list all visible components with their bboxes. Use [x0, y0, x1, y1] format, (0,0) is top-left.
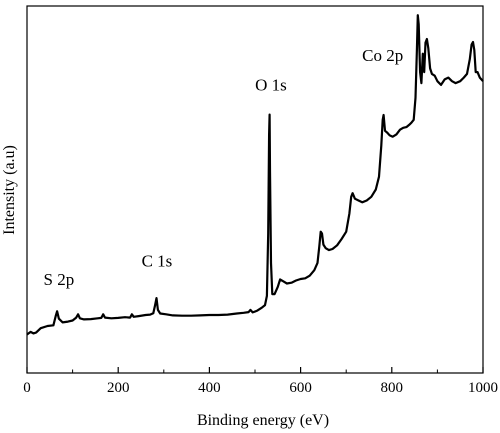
x-tick-label: 800	[381, 380, 404, 396]
peak-label: Co 2p	[362, 46, 403, 65]
peak-label: S 2p	[44, 270, 75, 289]
x-tick-label: 0	[23, 380, 31, 396]
x-axis-title: Binding energy (eV)	[197, 412, 329, 429]
spectrum-line	[26, 14, 484, 336]
peak-label: C 1s	[142, 252, 173, 271]
y-axis-title: Intensity (a.u)	[1, 145, 18, 235]
x-axis: 0 200 400 600 800 1000	[23, 367, 498, 396]
peak-label: O 1s	[255, 75, 287, 94]
x-tick-label: 200	[107, 380, 130, 396]
x-tick-label: 1000	[468, 380, 498, 396]
series-layer	[26, 14, 484, 336]
x-tick-label: 400	[198, 380, 221, 396]
x-tick-label: 600	[289, 380, 312, 396]
